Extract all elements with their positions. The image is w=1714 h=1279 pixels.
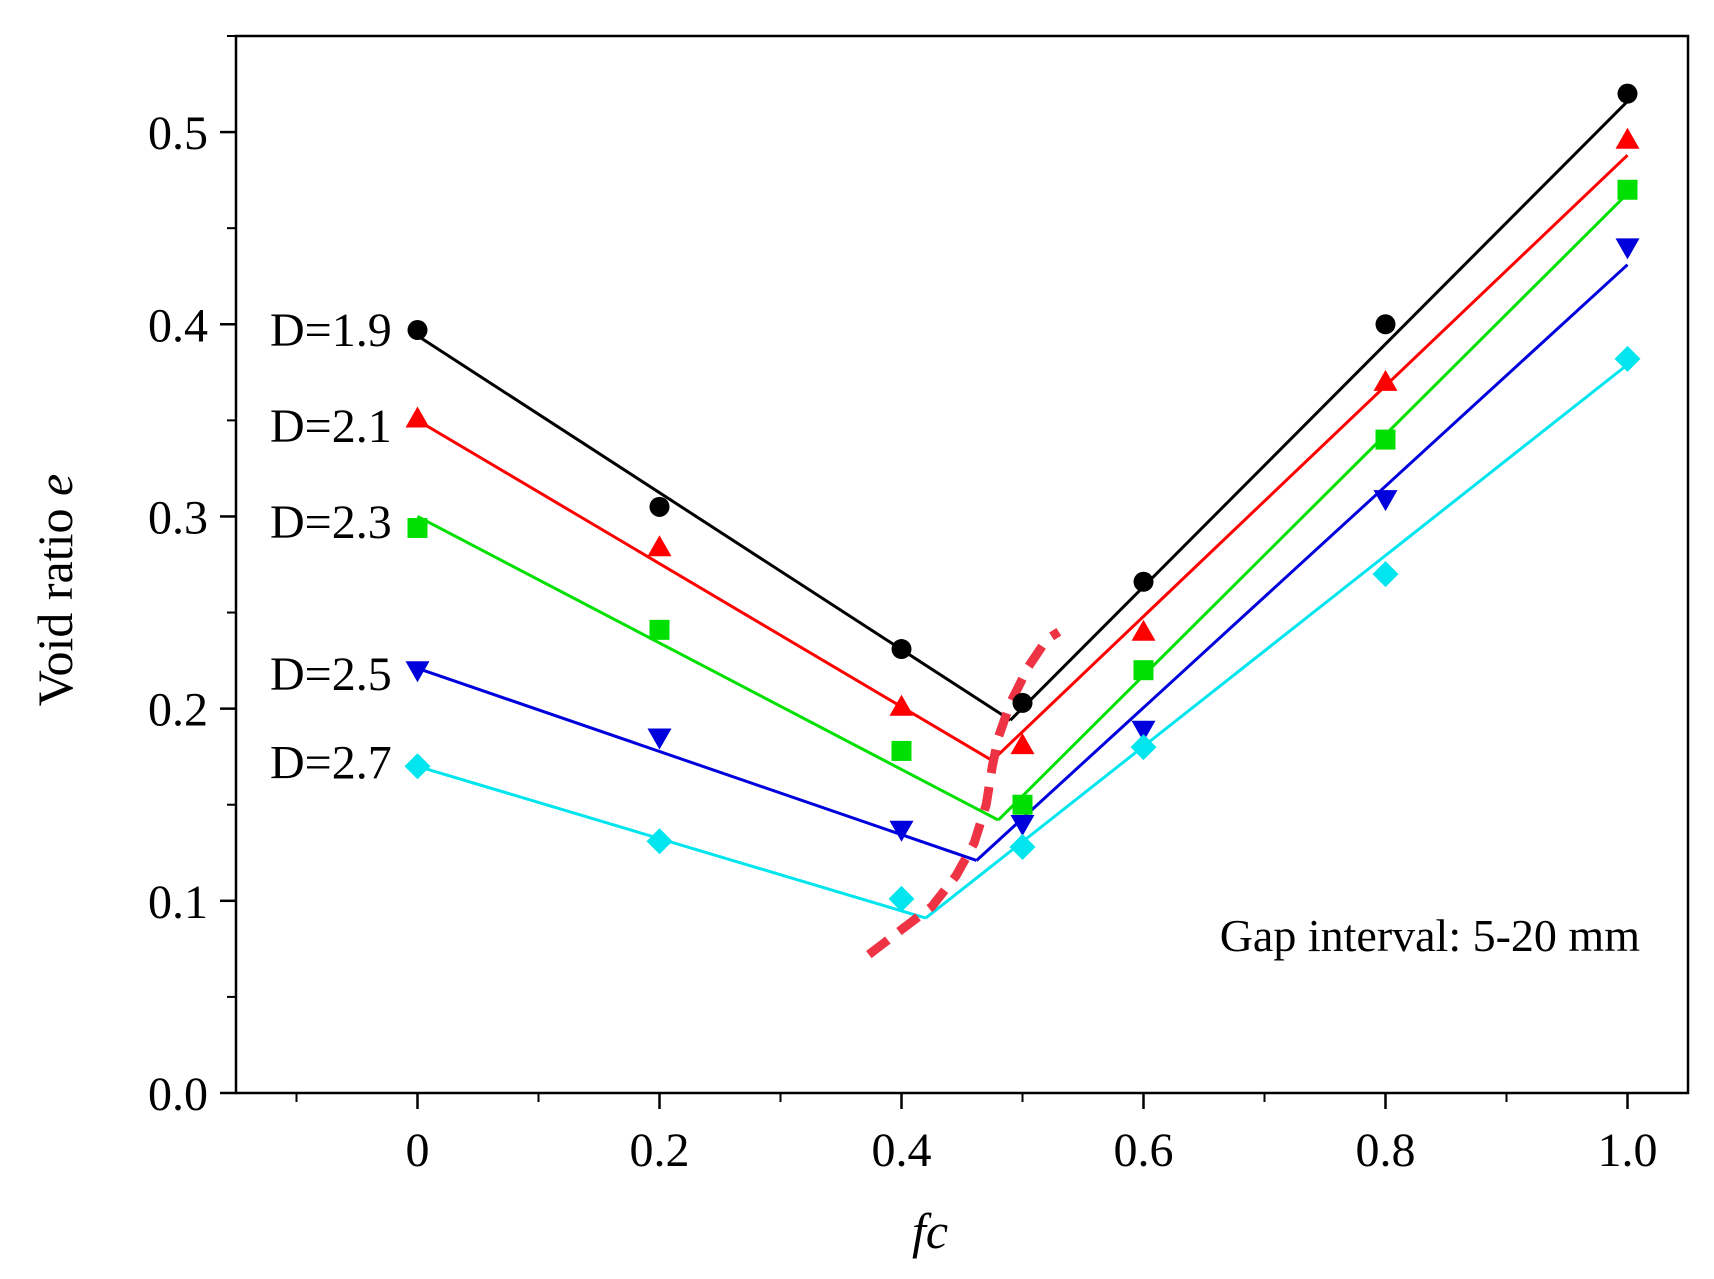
fit-line-left xyxy=(417,666,978,862)
series-label: D=2.3 xyxy=(270,496,392,549)
data-point-triangle-up xyxy=(1010,733,1035,755)
y-axis-label: Void ratio e xyxy=(27,474,83,706)
x-tick-label: 0.4 xyxy=(872,1124,932,1177)
y-axis-label-text: Void ratio xyxy=(27,496,83,706)
data-point-square xyxy=(1012,794,1033,815)
data-point-circle xyxy=(1133,571,1154,592)
y-tick-label: 0.3 xyxy=(148,491,208,544)
data-point-triangle-up xyxy=(647,535,672,557)
data-point-square xyxy=(891,740,912,761)
data-point-triangle-up xyxy=(1373,369,1398,391)
data-point-diamond xyxy=(888,885,915,912)
series-label: D=1.9 xyxy=(270,304,392,357)
x-tick-label: 1.0 xyxy=(1598,1124,1658,1177)
fit-line-left xyxy=(416,515,999,822)
data-point-triangle-up xyxy=(1615,127,1640,149)
fit-lines xyxy=(416,100,1629,920)
data-point-diamond xyxy=(646,828,673,855)
data-point-triangle-down xyxy=(405,661,430,683)
data-point-square xyxy=(649,619,670,640)
series-label: D=2.1 xyxy=(270,400,392,453)
data-point-square xyxy=(407,517,428,538)
fit-line-right xyxy=(1009,100,1629,722)
transition-dashed-curve xyxy=(866,628,1062,959)
axis-ticks: 0 0.2 0.4 0.6 0.8 1.0 0.0 0.1 0.2 0.3 0.4 0.5 xyxy=(148,35,1658,1177)
data-point-triangle-down xyxy=(647,728,672,750)
data-point-circle xyxy=(1375,314,1396,335)
annotation-gap-interval: Gap interval: 5-20 mm xyxy=(1220,910,1641,961)
fit-line-right xyxy=(997,192,1629,822)
data-point-triangle-down xyxy=(1131,720,1156,742)
data-point-diamond xyxy=(1130,734,1157,761)
data-point-square xyxy=(1133,660,1154,681)
data-point-circle xyxy=(1012,692,1033,713)
y-axis-label-var: e xyxy=(27,474,83,496)
x-tick-label: 0.2 xyxy=(630,1124,690,1177)
x-tick-label: 0 xyxy=(406,1124,430,1177)
fit-line-left xyxy=(417,764,927,920)
y-tick-label: 0.1 xyxy=(148,876,208,929)
data-point-triangle-down xyxy=(1615,238,1640,260)
data-point-diamond xyxy=(404,753,431,780)
data-point-circle xyxy=(407,320,428,341)
data-point-square xyxy=(1617,179,1638,200)
data-point-diamond xyxy=(1372,561,1399,588)
data-point-circle xyxy=(891,639,912,660)
data-point-triangle-up xyxy=(889,694,914,716)
x-tick-label: 0.6 xyxy=(1114,1124,1174,1177)
data-point-triangle-down xyxy=(889,820,914,842)
series-label: D=2.5 xyxy=(270,648,392,701)
data-point-triangle-up xyxy=(405,406,430,428)
transition-curve xyxy=(866,628,1062,959)
data-point-circle xyxy=(649,496,670,517)
x-axis-label: fc xyxy=(912,1203,948,1259)
data-point-diamond xyxy=(1614,345,1641,372)
fit-line-right xyxy=(975,263,1629,862)
plot-area-border xyxy=(234,34,1690,1095)
fit-line-right xyxy=(991,154,1629,762)
series-label: D=2.7 xyxy=(270,736,392,789)
fit-line-left xyxy=(416,334,1012,722)
x-tick-label: 0.8 xyxy=(1356,1124,1416,1177)
data-point-circle xyxy=(1617,83,1638,104)
fit-line-right xyxy=(924,363,1629,920)
series-labels: D=1.9 D=2.1 D=2.3 D=2.5 D=2.7 xyxy=(270,304,392,789)
plot-frame xyxy=(234,34,1690,1095)
y-tick-label: 0.0 xyxy=(148,1068,208,1121)
y-tick-label: 0.2 xyxy=(148,684,208,737)
data-point-diamond xyxy=(1009,834,1036,861)
data-point-triangle-down xyxy=(1010,814,1035,836)
data-markers xyxy=(404,83,1641,912)
y-tick-label: 0.4 xyxy=(148,299,208,352)
data-point-square xyxy=(1375,429,1396,450)
data-point-triangle-up xyxy=(1131,619,1156,641)
y-tick-label: 0.5 xyxy=(148,107,208,160)
data-point-triangle-down xyxy=(1373,490,1398,512)
